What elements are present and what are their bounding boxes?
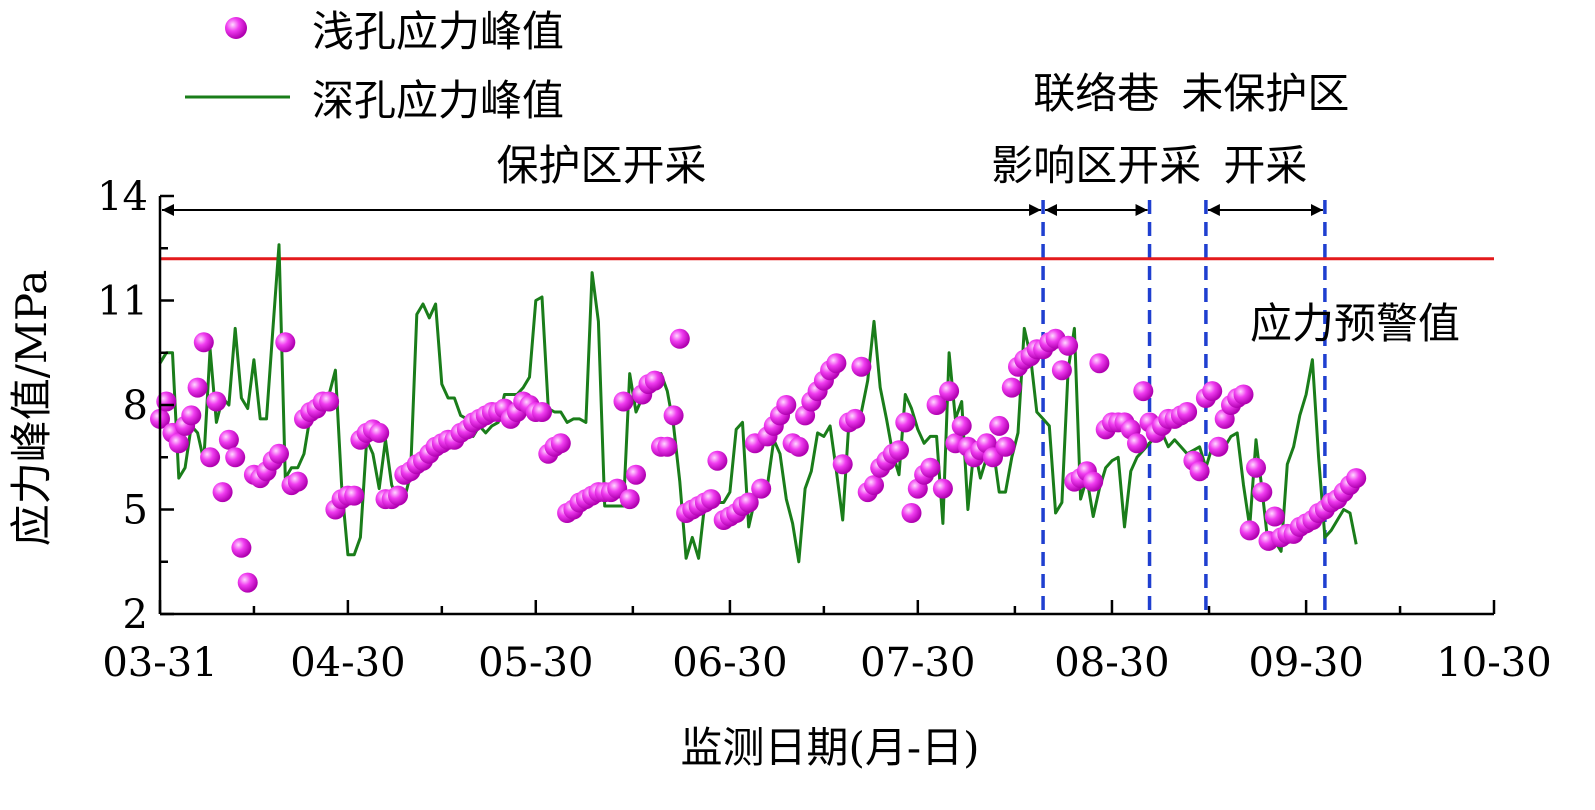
shallow-hole-point [644,370,665,391]
shallow-hole-point [851,356,872,377]
shallow-hole-point [206,391,227,412]
x-tick-label: 06-30 [672,640,787,686]
shallow-hole-point [663,405,684,426]
legend-label-shallow: 浅孔应力峰值 [312,7,564,56]
shallow-hole-point [550,433,571,454]
shallow-hole-point [1233,384,1254,405]
legend: 浅孔应力峰值 深孔应力峰值 [185,7,564,125]
shallow-hole-point [212,482,233,503]
shallow-hole-point [275,332,296,353]
shallow-hole-point [369,422,390,443]
x-tick-label: 05-30 [478,640,593,686]
shallow-hole-series [150,328,1367,593]
region-label: 未保护区 [1181,69,1349,118]
shallow-hole-point [237,572,258,593]
shallow-hole-point [1202,381,1223,402]
shallow-hole-point [1346,468,1367,489]
shallow-hole-point [1252,482,1273,503]
shallow-hole-point [920,457,941,478]
shallow-hole-point [613,391,634,412]
y-tick-label: 11 [97,279,148,325]
shallow-hole-point [231,537,252,558]
shallow-hole-point [738,492,759,513]
shallow-hole-point [657,436,678,457]
shallow-hole-point [269,443,289,464]
shallow-hole-point [168,433,189,454]
shallow-hole-point [932,478,953,499]
x-tick-label: 03-31 [102,640,217,686]
shallow-hole-point [864,475,884,496]
x-tick-label: 07-30 [860,640,975,686]
y-tick-label: 5 [123,488,148,534]
x-axis-title: 监测日期(月-日) [681,723,980,772]
shallow-hole-point [845,408,866,429]
shallow-hole-point [1133,381,1154,402]
shallow-hole-point [889,440,909,461]
shallow-hole-point [626,464,646,485]
shallow-hole-point [218,429,239,450]
shallow-hole-point [701,489,722,510]
shallow-hole-point [939,381,960,402]
shallow-hole-point [751,478,772,499]
region-label: 开采 [1223,141,1307,190]
shallow-hole-point [156,391,177,412]
shallow-hole-point [1058,335,1079,356]
shallow-hole-point [532,402,552,422]
y-axis-title: 应力峰值/MPa [7,270,56,547]
region-label: 保护区开采 [497,141,707,190]
shallow-hole-point [619,489,640,510]
y-tick-label: 14 [97,174,148,220]
axes: 03-31 04-30 05-30 06-30 07-30 08-30 09-30 10-30… [97,174,1552,686]
warning-label: 应力预警值 [1250,299,1460,348]
axis-titles: 监测日期(月-日) 应力峰值/MPa 应力预警值 [7,270,1460,772]
shallow-hole-point [901,503,922,523]
shallow-hole-point [989,415,1010,436]
shallow-hole-point [1177,402,1198,422]
shallow-hole-point [926,395,947,415]
shallow-hole-point [1189,461,1210,482]
shallow-hole-point [287,471,308,492]
region-label: 影响区开采 [991,141,1201,190]
shallow-hole-point [181,405,202,426]
shallow-hole-point [895,412,916,433]
shallow-hole-point [1239,520,1260,541]
shallow-hole-point [388,485,408,506]
shallow-hole-point [1246,457,1266,478]
shallow-hole-point [193,332,214,353]
shallow-hole-point [1001,377,1022,398]
shallow-hole-point [200,447,221,468]
shallow-hole-point [707,450,728,471]
y-tick-label: 2 [123,592,148,638]
shallow-hole-point [319,391,340,412]
shallow-hole-point [1051,360,1072,381]
y-tick-label: 8 [123,383,148,429]
legend-marker-shallow [225,17,247,39]
shallow-hole-point [1083,471,1104,492]
x-tick-label: 10-30 [1436,640,1551,686]
shallow-hole-point [1264,506,1285,527]
shallow-hole-point [669,328,690,349]
x-tick-label: 04-30 [290,640,405,686]
shallow-hole-point [826,353,847,374]
shallow-hole-point [344,485,365,506]
shallow-hole-point [995,436,1016,457]
x-tick-label: 08-30 [1054,640,1169,686]
legend-label-deep: 深孔应力峰值 [312,76,564,125]
shallow-hole-point [776,395,797,415]
shallow-hole-point [1208,436,1229,457]
shallow-hole-point [1089,353,1110,374]
shallow-hole-point [951,415,972,436]
shallow-hole-point [788,436,809,457]
shallow-hole-point [225,447,246,468]
x-tick-label: 09-30 [1248,640,1363,686]
shallow-hole-point [187,377,208,398]
shallow-hole-point [1127,433,1147,454]
region-label: 联络巷 [1033,69,1159,118]
shallow-hole-point [832,454,853,475]
